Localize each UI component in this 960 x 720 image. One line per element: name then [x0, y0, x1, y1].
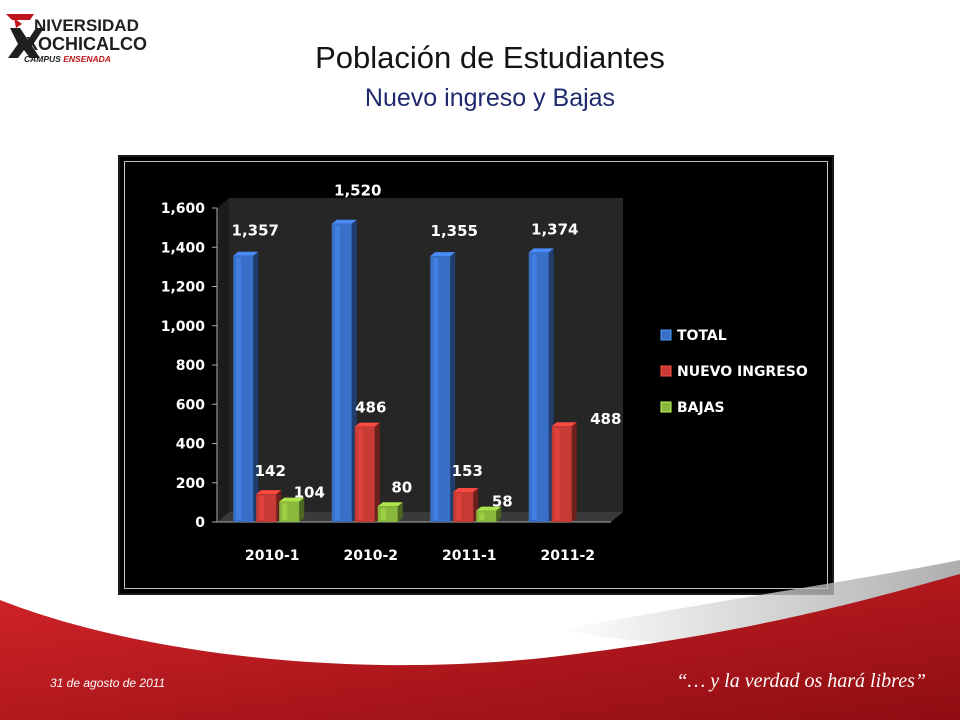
x-tick-label: 2010-1 [245, 548, 300, 564]
bar-highlight [259, 496, 265, 520]
bar-highlight [380, 508, 386, 520]
y-tick-label: 1,200 [161, 280, 206, 296]
data-label: 1,357 [232, 222, 279, 240]
bar-top [430, 252, 456, 257]
footer-date: 31 de agosto de 2011 [50, 676, 166, 690]
bar-top [453, 487, 479, 492]
logo-line-3: CAMPUS ENSENADA [24, 54, 111, 64]
bar [331, 223, 352, 522]
y-tick-label: 1,000 [161, 319, 206, 335]
bar-side [496, 506, 502, 522]
bar-highlight [531, 254, 537, 520]
y-tick-label: 1,400 [161, 240, 206, 256]
page-title: Población de Estudiantes [315, 40, 665, 75]
legend-label: NUEVO INGRESO [677, 364, 808, 380]
data-label: 104 [294, 484, 325, 502]
bar-side [571, 422, 577, 522]
y-tick-label: 400 [176, 437, 205, 453]
bar-top [331, 219, 357, 224]
bar-top [528, 248, 554, 253]
x-tick-label: 2011-2 [540, 548, 595, 564]
x-tick-label: 2011-1 [442, 548, 497, 564]
data-label: 1,520 [334, 182, 381, 200]
bar [256, 494, 277, 522]
data-label: 153 [452, 462, 483, 480]
page-subtitle: Nuevo ingreso y Bajas [364, 84, 616, 112]
footer-motto: “… y la verdad os hará libres” [676, 670, 926, 692]
chart-side-wall [217, 198, 229, 522]
bar-top [377, 502, 403, 507]
y-tick-label: 1,600 [161, 201, 206, 217]
bar-side [450, 252, 456, 523]
data-label: 80 [391, 478, 412, 496]
data-label: 486 [355, 399, 386, 417]
x-tick-label: 2010-2 [343, 548, 398, 564]
legend-label: TOTAL [677, 328, 727, 344]
logo-campus: CAMPUS [24, 54, 61, 64]
bar [354, 426, 375, 522]
chart-floor [217, 512, 623, 522]
data-label: 488 [590, 410, 621, 428]
data-label: 1,374 [531, 220, 578, 238]
y-tick-label: 800 [176, 358, 205, 374]
bar-highlight [282, 503, 288, 520]
bar-highlight [479, 512, 485, 520]
logo-line-2: XOCHICALCO [26, 34, 147, 54]
bar-top [279, 497, 305, 502]
bar [279, 501, 300, 522]
legend-swatch [660, 401, 672, 413]
legend-label: BAJAS [677, 400, 725, 416]
university-logo: NIVERSIDAD XOCHICALCO CAMPUS ENSENADA [4, 10, 164, 70]
y-tick-label: 0 [195, 515, 205, 531]
y-tick-label: 600 [176, 397, 205, 413]
data-label: 58 [492, 493, 513, 511]
bar-highlight [456, 493, 462, 520]
y-tick-label: 200 [176, 476, 205, 492]
bar-top [233, 251, 259, 256]
bar-side [253, 251, 259, 522]
chart-back-wall [229, 198, 623, 512]
bar [528, 252, 549, 522]
chart-frame: 0 200 400 600 800 1,000 1,200 1,400 1,600 2010-1 2… [118, 155, 834, 595]
bar [430, 256, 451, 522]
bar [476, 510, 497, 522]
chart-border: 0 200 400 600 800 1,000 1,200 1,400 1,600 2010-1 2… [124, 161, 828, 589]
logo-line-1: NIVERSIDAD [34, 16, 139, 35]
logo-ensenada: ENSENADA [63, 54, 111, 64]
bar-highlight [357, 428, 363, 520]
logo-mark-icon [6, 14, 44, 58]
bar-side [374, 422, 380, 522]
bar-chart: 0 200 400 600 800 1,000 1,200 1,400 1,600 2010-1 2… [161, 182, 808, 564]
bar-side [299, 497, 305, 522]
bar-top [476, 506, 502, 511]
bar-top [354, 422, 380, 427]
bar-top [256, 490, 282, 495]
bar [453, 491, 474, 522]
bar-side [397, 502, 403, 522]
legend-swatch [660, 329, 672, 341]
data-label: 142 [255, 462, 286, 480]
data-label: 1,355 [431, 222, 478, 240]
bar-highlight [334, 225, 340, 520]
bar-highlight [433, 258, 439, 520]
bar-highlight [236, 257, 242, 520]
footer-swoosh [0, 560, 960, 720]
bar [233, 255, 254, 522]
bar [551, 426, 572, 522]
bar-highlight [554, 428, 560, 520]
bar-top [551, 422, 577, 427]
legend-swatch [660, 365, 672, 377]
bar [377, 506, 398, 522]
